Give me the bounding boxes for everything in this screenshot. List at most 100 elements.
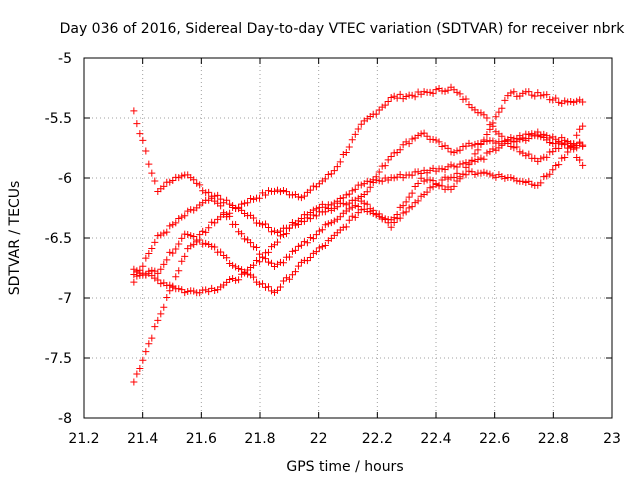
- data-point-track-5: [303, 239, 311, 247]
- data-point-track-4: [570, 98, 578, 106]
- data-point-track-1: [199, 227, 207, 235]
- data-point-track-5: [579, 122, 587, 130]
- data-point-track-4: [226, 259, 234, 267]
- data-point-track-2: [238, 206, 246, 214]
- data-point-track-5: [133, 120, 141, 128]
- data-point-track-4: [537, 92, 545, 100]
- data-point-track-4: [321, 242, 329, 250]
- data-point-track-1: [387, 93, 395, 101]
- data-point-track-5: [402, 208, 410, 216]
- data-point-track-5: [259, 253, 267, 261]
- data-point-track-1: [142, 348, 150, 356]
- data-point-track-3: [576, 156, 584, 164]
- data-point-track-5: [348, 203, 356, 211]
- data-point-track-1: [238, 200, 246, 208]
- data-point-track-2: [429, 135, 437, 143]
- data-point-track-1: [205, 224, 213, 232]
- data-point-track-1: [178, 257, 186, 265]
- data-point-track-2: [381, 162, 389, 170]
- data-point-track-1: [306, 186, 314, 194]
- data-point-track-3: [450, 162, 458, 170]
- data-point-track-1: [354, 125, 362, 133]
- data-point-track-1: [294, 193, 302, 201]
- data-point-track-4: [411, 182, 419, 190]
- data-point-track-2: [169, 221, 177, 229]
- data-point-track-3: [519, 134, 527, 142]
- data-point-track-4: [354, 209, 362, 217]
- data-point-track-5: [435, 182, 443, 190]
- data-point-track-5: [190, 176, 198, 184]
- data-point-track-3: [297, 214, 305, 222]
- x-tick-label: 22.2: [362, 431, 393, 447]
- data-point-track-5: [354, 202, 362, 210]
- data-point-track-1: [543, 153, 551, 161]
- data-point-track-2: [172, 219, 180, 227]
- data-point-track-3: [579, 161, 587, 169]
- data-point-track-1: [537, 155, 545, 163]
- data-point-track-1: [139, 356, 147, 364]
- data-point-track-4: [303, 257, 311, 265]
- data-point-track-1: [309, 182, 317, 190]
- data-point-track-1: [351, 130, 359, 138]
- data-point-track-5: [450, 174, 458, 182]
- data-point-track-5: [136, 130, 144, 138]
- data-point-track-4: [447, 185, 455, 193]
- data-point-track-5: [549, 166, 557, 174]
- data-point-track-5: [291, 246, 299, 254]
- data-point-track-4: [507, 89, 515, 97]
- data-point-track-5: [573, 131, 581, 139]
- data-point-track-3: [366, 178, 374, 186]
- data-point-track-4: [262, 283, 270, 291]
- data-point-track-5: [256, 250, 264, 258]
- data-point-track-3: [534, 128, 542, 136]
- data-point-track-3: [381, 174, 389, 182]
- data-point-track-1: [375, 106, 383, 114]
- data-point-track-3: [253, 257, 261, 265]
- data-point-track-2: [265, 223, 273, 231]
- data-point-track-1: [525, 150, 533, 158]
- axis-ticks: 21.2 21.4 21.6 21.8 22 22.2 22.4 22.6 22.8 23 -8 -7…: [45, 51, 621, 447]
- data-point-track-1: [270, 187, 278, 195]
- data-point-track-5: [324, 220, 332, 228]
- data-point-track-5: [498, 173, 506, 181]
- data-point-track-3: [265, 248, 273, 256]
- data-point-track-5: [552, 161, 560, 169]
- data-point-track-3: [205, 288, 213, 296]
- data-point-track-4: [279, 277, 287, 285]
- data-point-track-1: [133, 370, 141, 378]
- data-point-track-1: [262, 191, 270, 199]
- data-point-track-2: [405, 140, 413, 148]
- data-point-track-1: [256, 194, 264, 202]
- data-point-track-3: [351, 185, 359, 193]
- data-point-track-2: [273, 228, 281, 236]
- data-point-track-3: [279, 231, 287, 239]
- data-point-track-5: [294, 242, 302, 250]
- data-point-track-4: [282, 274, 290, 282]
- data-point-track-3: [184, 287, 192, 295]
- data-point-track-1: [250, 195, 258, 203]
- data-point-track-2: [145, 250, 153, 258]
- data-point-track-5: [546, 170, 554, 178]
- data-point-track-2: [229, 201, 237, 209]
- data-point-track-4: [142, 271, 150, 279]
- data-point-track-5: [522, 179, 530, 187]
- data-point-track-4: [534, 89, 542, 97]
- data-point-track-3: [453, 163, 461, 171]
- y-tick-label: -6.5: [45, 231, 72, 247]
- data-point-track-2: [414, 132, 422, 140]
- data-point-track-1: [342, 149, 350, 157]
- data-point-track-2: [447, 148, 455, 156]
- data-point-track-1: [555, 144, 563, 152]
- x-tick-label: 21.4: [127, 431, 158, 447]
- data-point-track-4: [294, 262, 302, 270]
- data-point-track-4: [178, 234, 186, 242]
- y-tick-label: -6: [58, 171, 72, 187]
- data-point-track-2: [312, 212, 320, 220]
- data-point-track-3: [327, 201, 335, 209]
- data-point-track-2: [342, 201, 350, 209]
- data-point-track-4: [519, 89, 527, 97]
- data-point-track-2: [423, 132, 431, 140]
- data-point-track-3: [154, 276, 162, 284]
- data-point-track-1: [384, 98, 392, 106]
- data-point-track-4: [208, 242, 216, 250]
